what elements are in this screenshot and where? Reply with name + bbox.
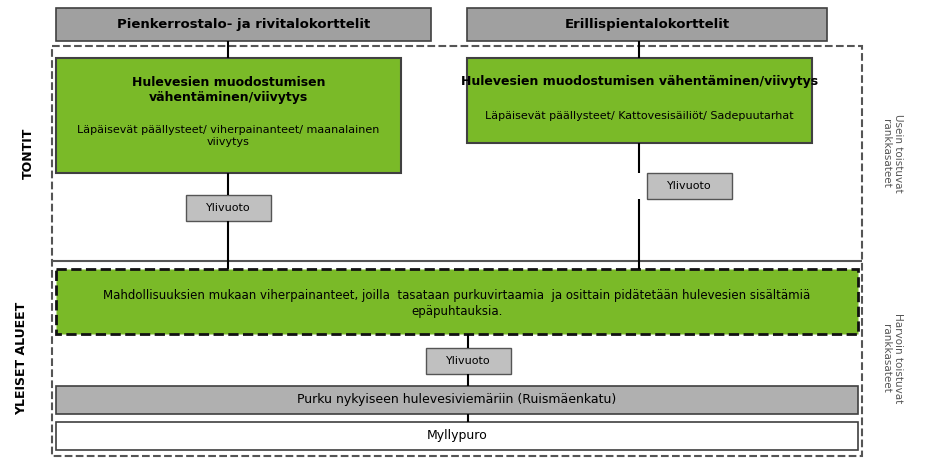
Text: Hulevesien muodostumisen
vähentäminen/viivytys: Hulevesien muodostumisen vähentäminen/vi… bbox=[132, 76, 325, 104]
Bar bbox=[51, 46, 861, 456]
Bar bbox=[466, 58, 812, 143]
Text: YLEISET ALUEET: YLEISET ALUEET bbox=[16, 302, 28, 415]
Text: Purku nykyiseen hulevesiviemäriin (Ruismäenkatu): Purku nykyiseen hulevesiviemäriin (Ruism… bbox=[297, 393, 616, 407]
Bar bbox=[56, 58, 401, 173]
Text: Läpäisevät päällysteet/ Kattovesisäiliöt/ Sadepuutarhat: Läpäisevät päällysteet/ Kattovesisäiliöt… bbox=[485, 111, 793, 121]
Text: Hulevesien muodostumisen vähentäminen/viivytys: Hulevesien muodostumisen vähentäminen/vi… bbox=[461, 76, 817, 88]
Bar bbox=[56, 269, 857, 334]
Text: Erillispientalokorttelit: Erillispientalokorttelit bbox=[563, 18, 729, 31]
Bar bbox=[56, 422, 857, 450]
Bar bbox=[56, 386, 857, 414]
Bar bbox=[426, 348, 510, 374]
Text: Myllypuro: Myllypuro bbox=[426, 430, 487, 442]
Text: TONTIT: TONTIT bbox=[22, 128, 35, 179]
Bar bbox=[56, 8, 431, 41]
Text: epäpuhtauksia.: epäpuhtauksia. bbox=[411, 305, 502, 318]
Bar bbox=[647, 173, 731, 199]
Bar bbox=[466, 8, 826, 41]
Text: Harvoin toistuvat
rankkasateet: Harvoin toistuvat rankkasateet bbox=[880, 313, 902, 404]
Text: Ylivuoto: Ylivuoto bbox=[206, 203, 251, 213]
Text: Ylivuoto: Ylivuoto bbox=[666, 181, 711, 191]
Text: Läpäisevät päällysteet/ viherpainanteet/ maanalainen
viivytys: Läpäisevät päällysteet/ viherpainanteet/… bbox=[78, 125, 379, 147]
Text: Usein toistuvat
rankkasateet: Usein toistuvat rankkasateet bbox=[880, 114, 902, 193]
Text: Mahdollisuuksien mukaan viherpainanteet, joilla  tasataan purkuvirtaamia  ja osi: Mahdollisuuksien mukaan viherpainanteet,… bbox=[103, 289, 810, 302]
Bar bbox=[186, 195, 271, 221]
Text: Pienkerrostalo- ja rivitalokorttelit: Pienkerrostalo- ja rivitalokorttelit bbox=[117, 18, 370, 31]
Text: Ylivuoto: Ylivuoto bbox=[446, 356, 490, 366]
